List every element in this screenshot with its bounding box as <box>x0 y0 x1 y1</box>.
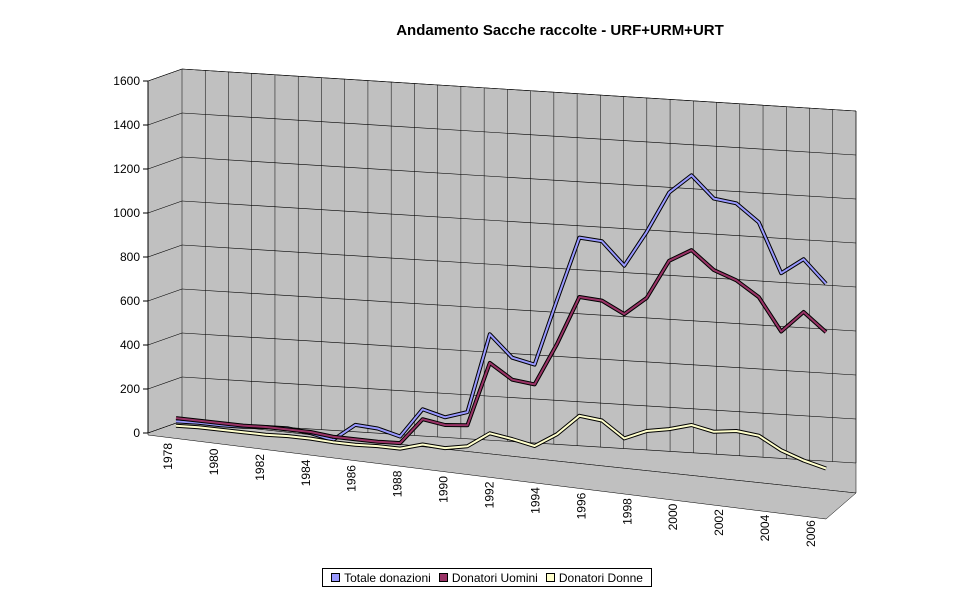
x-tick-label: 1998 <box>620 498 634 525</box>
y-axis-ticks: 0 200 400 600 800 1000 1200 1400 1600 <box>113 74 148 440</box>
series-line <box>175 414 827 470</box>
x-tick-label: 2000 <box>666 503 680 530</box>
gridline-side <box>147 112 183 126</box>
x-tick-label: 1992 <box>483 481 497 508</box>
x-tick-label: 2004 <box>758 514 772 541</box>
y-tick-label: 1200 <box>113 162 140 176</box>
x-tick-label: 1982 <box>253 454 267 481</box>
gridline <box>181 156 857 200</box>
legend: Totale donazioni Donatori Uomini Donatori … <box>322 568 652 587</box>
y-tick-label: 800 <box>120 250 140 264</box>
x-tick-label: 1988 <box>391 470 405 497</box>
series-line <box>175 249 827 445</box>
gridline-side <box>147 68 183 82</box>
gridline <box>181 112 857 156</box>
legend-swatch <box>438 573 448 582</box>
gridline-side <box>147 156 183 170</box>
x-tick-label: 1986 <box>345 465 359 492</box>
legend-item: Donatori Donne <box>545 570 643 585</box>
gridline-side <box>147 288 183 302</box>
legend-label: Totale donazioni <box>344 570 431 585</box>
gridline <box>181 244 857 288</box>
gridline <box>181 68 857 112</box>
y-tick-label: 600 <box>120 294 140 308</box>
x-tick-label: 1994 <box>528 487 542 514</box>
gridline-side <box>147 200 183 214</box>
series-lines <box>175 173 828 471</box>
legend-item: Totale donazioni <box>331 571 431 585</box>
gridline <box>181 332 857 376</box>
x-axis-ticks: 1978 1980 1982 1984 1986 1988 1990 1992 1994 1996… <box>161 443 818 547</box>
chart-gridlines <box>147 68 857 464</box>
y-tick-label: 200 <box>120 382 140 396</box>
x-tick-label: 1978 <box>161 443 175 470</box>
y-tick-label: 400 <box>120 338 140 352</box>
legend-label: Donatori Donne <box>558 570 643 585</box>
chart-walls <box>147 68 857 520</box>
gridline <box>181 288 857 332</box>
gridline-side <box>147 376 183 390</box>
x-tick-label: 1980 <box>207 448 221 475</box>
gridline-side <box>147 332 183 346</box>
y-tick-label: 1600 <box>113 74 140 88</box>
x-tick-label: 1990 <box>437 476 451 503</box>
x-tick-label: 2006 <box>804 520 818 547</box>
x-tick-label: 1984 <box>299 459 313 486</box>
x-tick-label: 1996 <box>574 492 588 519</box>
gridline <box>181 376 857 420</box>
legend-item: Donatori Uomini <box>438 570 538 585</box>
y-tick-label: 0 <box>133 426 140 440</box>
gridline <box>181 200 857 244</box>
y-tick-label: 1400 <box>113 118 140 132</box>
y-tick-label: 1000 <box>113 206 140 220</box>
chart-title: Andamento Sacche raccolte - URF+URM+URT <box>396 22 724 39</box>
x-tick-label: 2002 <box>712 509 726 536</box>
legend-swatch <box>545 573 555 582</box>
gridline-side <box>147 244 183 258</box>
legend-label: Donatori Uomini <box>451 570 538 585</box>
legend-swatch <box>331 573 341 582</box>
